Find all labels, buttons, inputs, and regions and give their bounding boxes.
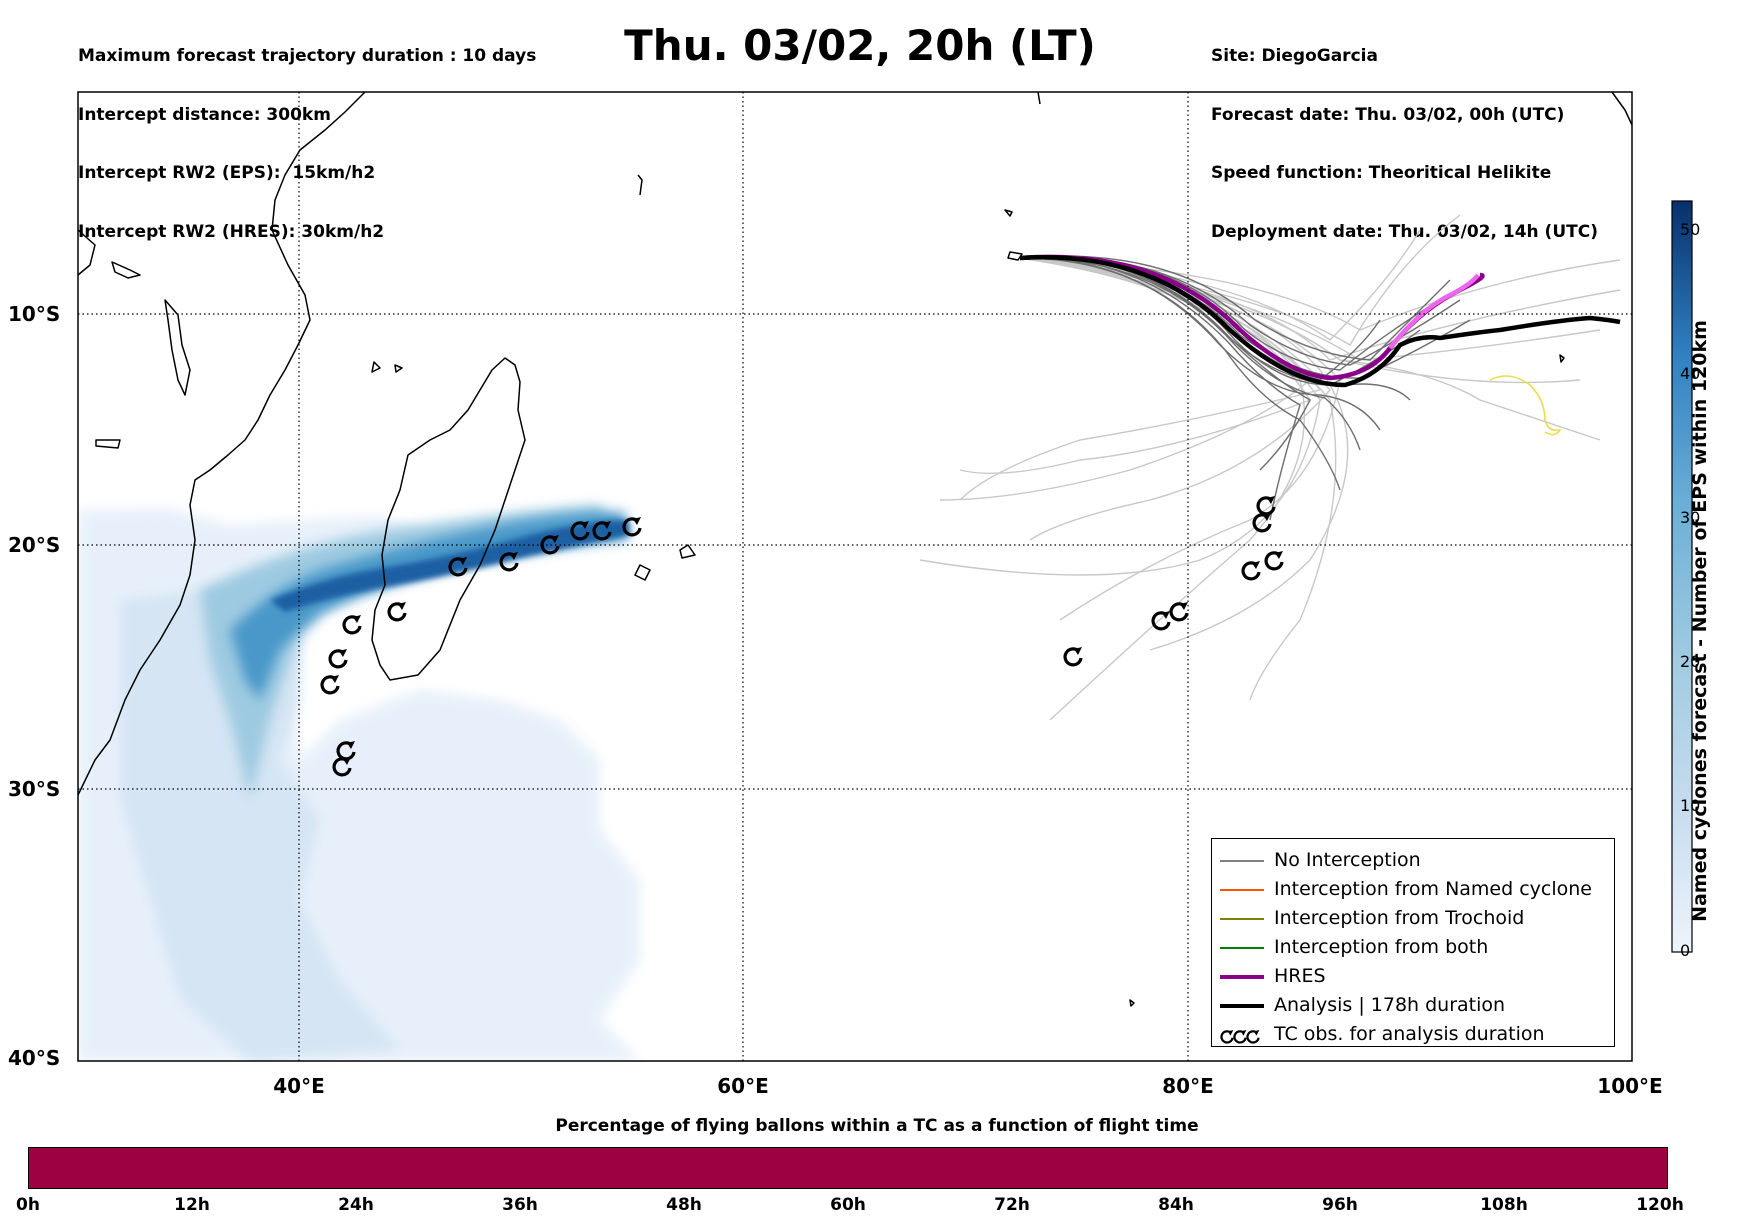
colorbar-tick: 20 xyxy=(1680,652,1701,671)
legend-line xyxy=(1220,1004,1264,1008)
bottom-tick: 72h xyxy=(994,1195,1030,1215)
header-line: Site: DiegoGarcia xyxy=(1211,46,1378,66)
lon-label: 80°E xyxy=(1162,1074,1214,1098)
lon-label: 60°E xyxy=(717,1074,769,1098)
tc-obs-icon xyxy=(1220,1030,1260,1044)
bottom-tick: 12h xyxy=(174,1195,210,1215)
bottom-tick: 84h xyxy=(1158,1195,1194,1215)
legend-line xyxy=(1220,975,1264,979)
lon-label: 100°E xyxy=(1597,1074,1662,1098)
bottom-tick: 48h xyxy=(666,1195,702,1215)
colorbar-tick: 0 xyxy=(1680,941,1691,960)
legend-line xyxy=(1220,889,1264,891)
legend-item: HRES xyxy=(1212,963,1614,991)
bottom-bar-title: Percentage of flying ballons within a TC… xyxy=(555,1116,1199,1136)
legend-label: Interception from Named cyclone xyxy=(1274,878,1592,900)
legend-item: No Interception xyxy=(1212,847,1614,875)
flight-time-bar xyxy=(28,1147,1668,1189)
colorbar-tick: 30 xyxy=(1680,508,1701,527)
tc-obs-icon xyxy=(387,600,408,622)
hres-trajectory xyxy=(1019,254,1485,381)
bottom-tick: 60h xyxy=(830,1195,866,1215)
tc-obs-icon xyxy=(1241,559,1262,581)
legend-label: Analysis | 178h duration xyxy=(1274,994,1506,1016)
colorbar-title: Named cyclones forecast - Number of EPS … xyxy=(1689,320,1711,922)
map-frame xyxy=(77,91,1633,1062)
lat-label: 30°S xyxy=(8,777,60,801)
tc-obs-icon xyxy=(342,613,363,635)
bottom-tick: 108h xyxy=(1480,1195,1528,1215)
legend-label: Interception from both xyxy=(1274,936,1489,958)
colorbar-vertical xyxy=(1671,200,1693,953)
tc-obs-icon xyxy=(1252,511,1273,533)
colorbar-tick: 50 xyxy=(1680,220,1701,239)
legend-item: Analysis | 178h duration xyxy=(1212,992,1614,1020)
colorbar-tick: 40 xyxy=(1680,364,1701,383)
eps-trajectories-spread xyxy=(919,214,1621,721)
legend-line xyxy=(1220,918,1264,920)
tc-obs-icon xyxy=(320,673,341,695)
bottom-tick: 36h xyxy=(502,1195,538,1215)
yellow-trajectory xyxy=(1489,375,1562,436)
legend-item: Interception from Trochoid xyxy=(1212,905,1614,933)
tc-obs-icon xyxy=(328,647,349,669)
legend-label: HRES xyxy=(1274,965,1326,987)
lat-label: 10°S xyxy=(8,302,60,326)
bottom-tick: 96h xyxy=(1322,1195,1358,1215)
header-info-right: Site: DiegoGarcia Forecast date: Thu. 03… xyxy=(1211,8,1598,262)
coastlines xyxy=(78,92,1632,1007)
tc-obs-icon xyxy=(1169,600,1190,622)
legend-label: Interception from Trochoid xyxy=(1274,907,1525,929)
tc-obs-icon xyxy=(1151,609,1172,631)
cyclone-density-field xyxy=(78,505,640,1061)
legend: No Interception Interception from Named … xyxy=(1211,838,1615,1047)
legend-label: TC obs. for analysis duration xyxy=(1274,1023,1545,1045)
bottom-tick: 0h xyxy=(16,1195,40,1215)
bottom-tick: 120h xyxy=(1636,1195,1684,1215)
header-line: Speed function: Theoritical Helikite xyxy=(1211,163,1552,183)
legend-label: No Interception xyxy=(1274,849,1421,871)
header-line: Forecast date: Thu. 03/02, 00h (UTC) xyxy=(1211,104,1565,125)
colorbar-tick: 10 xyxy=(1680,796,1701,815)
legend-item: TC obs. for analysis duration xyxy=(1212,1021,1614,1049)
header-line: Intercept RW2 (HRES): 30km/h2 xyxy=(78,221,385,242)
tc-obs-icon xyxy=(1063,645,1084,667)
lat-label: 20°S xyxy=(8,533,60,557)
bottom-tick: 24h xyxy=(338,1195,374,1215)
tc-obs-icon xyxy=(1264,549,1285,571)
lat-label: 40°S xyxy=(8,1046,60,1070)
legend-line xyxy=(1220,860,1264,862)
header-line: Deployment date: Thu. 03/02, 14h (UTC) xyxy=(1211,221,1598,242)
header-line: Intercept RW2 (EPS): 15km/h2 xyxy=(78,163,376,183)
legend-item: Interception from both xyxy=(1212,934,1614,962)
legend-line xyxy=(1220,947,1264,949)
lon-label: 40°E xyxy=(273,1074,325,1098)
header-line: Maximum forecast trajectory duration : 1… xyxy=(78,46,537,66)
page-title: Thu. 03/02, 20h (LT) xyxy=(624,21,1096,70)
legend-item: Interception from Named cyclone xyxy=(1212,876,1614,904)
analysis-track xyxy=(1019,255,1621,388)
